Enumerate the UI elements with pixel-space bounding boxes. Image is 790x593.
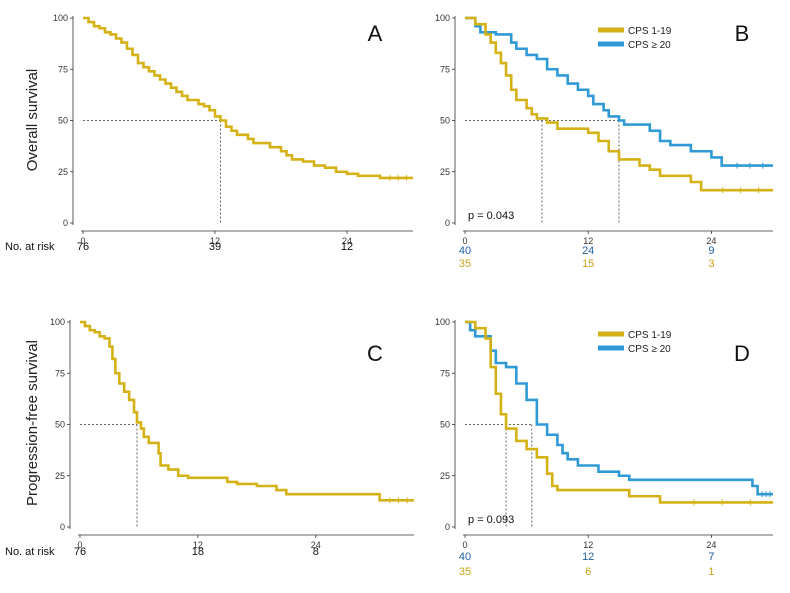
y-tick-label: 50 xyxy=(440,420,450,430)
panel-letter: C xyxy=(367,341,383,366)
survival-curve-cps-1-19 xyxy=(465,16,773,192)
row-label-overall-survival: Overall survival xyxy=(24,69,41,172)
x-tick-label: 12 xyxy=(583,236,593,246)
y-tick-label: 100 xyxy=(53,13,68,23)
risk-number: 15 xyxy=(582,258,594,270)
x-tick-label: 0 xyxy=(462,540,467,550)
y-tick-label: 50 xyxy=(440,116,450,126)
x-tick-label: 24 xyxy=(706,236,716,246)
y-tick-label: 100 xyxy=(435,13,450,23)
survival-curve-all xyxy=(80,320,414,502)
p-value: p = 0.093 xyxy=(468,514,514,526)
risk-number: 3 xyxy=(708,258,714,270)
y-tick-label: 100 xyxy=(50,317,65,327)
risk-number: 8 xyxy=(313,546,319,558)
x-tick-label: 12 xyxy=(583,540,593,550)
x-tick-label: 0 xyxy=(77,540,82,550)
risk-number: 9 xyxy=(708,245,714,257)
y-tick-label: 75 xyxy=(440,368,450,378)
y-tick-label: 75 xyxy=(440,64,450,74)
risk-number: 6 xyxy=(585,566,591,578)
row-label-progression-free-survival: Progression-free survival xyxy=(24,340,41,506)
panel-letter: A xyxy=(368,21,383,46)
y-tick-label: 100 xyxy=(435,317,450,327)
panel-letter: D xyxy=(734,341,750,366)
panel-letter: B xyxy=(735,21,750,46)
risk-number: 7 xyxy=(708,551,714,563)
legend-entry: CPS ≥ 20 xyxy=(628,40,671,51)
y-tick-label: 50 xyxy=(58,116,68,126)
y-tick-label: 75 xyxy=(58,64,68,74)
risk-number: 39 xyxy=(209,241,221,253)
y-tick-label: 0 xyxy=(60,522,65,532)
x-tick-label: 12 xyxy=(193,540,203,550)
survival-curve-cps-1-19 xyxy=(465,320,773,504)
risk-number: 40 xyxy=(459,551,471,563)
risk-number: 18 xyxy=(192,546,204,558)
y-tick-label: 50 xyxy=(55,420,65,430)
survival-curve-all xyxy=(83,16,413,180)
risk-number: 76 xyxy=(74,546,86,558)
risk-number: 76 xyxy=(77,241,89,253)
risk-table-label: No. at risk xyxy=(5,241,55,253)
risk-number: 12 xyxy=(341,241,353,253)
y-tick-label: 75 xyxy=(55,368,65,378)
y-tick-label: 0 xyxy=(445,218,450,228)
y-tick-label: 0 xyxy=(63,218,68,228)
x-tick-label: 0 xyxy=(462,236,467,246)
legend-entry: CPS ≥ 20 xyxy=(628,344,671,355)
y-tick-label: 0 xyxy=(445,522,450,532)
legend-entry: CPS 1-19 xyxy=(628,26,672,37)
panel-d: 0 25 50 75 100 0 12 24 D CPS 1-19 CPS ≥ 20 p = 0.09… xyxy=(435,317,773,578)
survival-curve-cps-ge-20 xyxy=(465,16,773,167)
y-tick-label: 25 xyxy=(440,167,450,177)
risk-number: 12 xyxy=(582,551,594,563)
y-tick-label: 25 xyxy=(55,471,65,481)
legend-entry: CPS 1-19 xyxy=(628,330,672,341)
risk-number: 1 xyxy=(708,566,714,578)
x-tick-label: 0 xyxy=(80,236,85,246)
p-value: p = 0.043 xyxy=(468,210,514,222)
risk-number: 24 xyxy=(582,245,594,257)
risk-number: 35 xyxy=(459,258,471,270)
risk-number: 40 xyxy=(459,245,471,257)
risk-table-label: No. at risk xyxy=(5,546,55,558)
x-tick-label: 12 xyxy=(210,236,220,246)
panel-c: 0 25 50 75 100 0 12 24 C No. at risk 76 18 8 xyxy=(5,317,414,558)
risk-number: 35 xyxy=(459,566,471,578)
x-tick-label: 24 xyxy=(342,236,352,246)
x-tick-label: 24 xyxy=(311,540,321,550)
x-tick-label: 24 xyxy=(706,540,716,550)
y-tick-label: 25 xyxy=(440,471,450,481)
y-tick-label: 25 xyxy=(58,167,68,177)
